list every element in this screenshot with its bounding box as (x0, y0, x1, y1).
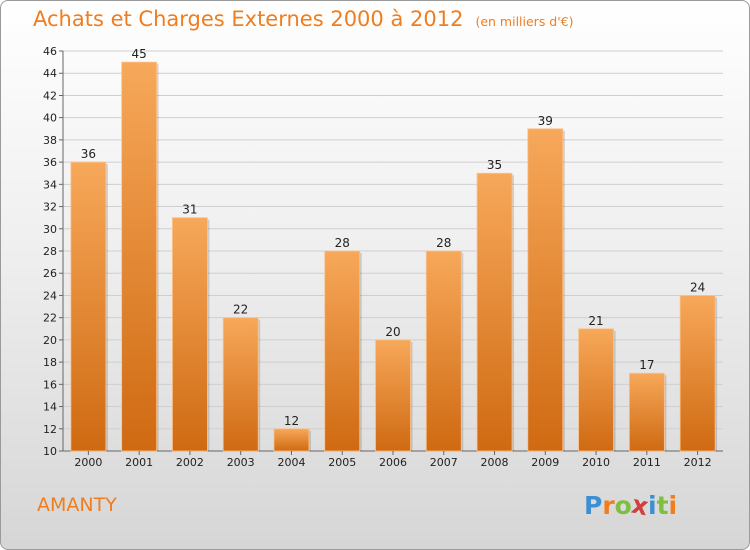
bar-value-label: 39 (538, 114, 553, 128)
bar (375, 339, 411, 452)
y-tick-label: 28 (43, 245, 57, 258)
y-tick-label: 12 (43, 423, 57, 436)
y-tick-label: 10 (43, 445, 57, 458)
y-tick-label: 36 (43, 156, 57, 169)
logo-letter: i (668, 491, 678, 520)
y-tick-label: 38 (43, 134, 57, 147)
y-tick-label: 26 (43, 267, 57, 280)
bar (172, 217, 208, 452)
bar-value-label: 28 (335, 236, 350, 250)
bar (273, 428, 310, 452)
bar (121, 61, 158, 452)
bar-value-label: 31 (182, 203, 197, 217)
y-tick-label: 40 (43, 112, 57, 125)
bar-value-label: 12 (284, 414, 299, 428)
y-tick-label: 20 (43, 334, 57, 347)
bar (476, 172, 513, 452)
x-tick-label: 2011 (633, 456, 661, 469)
logo-letter: P (584, 491, 603, 520)
bar-value-label: 21 (588, 314, 603, 328)
bar (628, 372, 665, 452)
y-tick-label: 22 (43, 312, 57, 325)
bar-value-label: 24 (690, 280, 705, 294)
x-tick-label: 2004 (277, 456, 305, 469)
y-tick-label: 34 (43, 178, 57, 191)
proxiti-logo: Proxiti (584, 490, 678, 522)
x-tick-label: 2008 (481, 456, 509, 469)
y-tick-label: 42 (43, 89, 57, 102)
x-tick-label: 2003 (227, 456, 255, 469)
x-tick-label: 2007 (430, 456, 458, 469)
x-tick-label: 2000 (74, 456, 102, 469)
bar-value-label: 20 (385, 325, 400, 339)
logo-letter: o (614, 491, 632, 520)
y-tick-label: 44 (43, 67, 57, 80)
bar (324, 250, 361, 452)
bar (70, 161, 107, 452)
bar (578, 328, 614, 452)
x-tick-label: 2012 (684, 456, 712, 469)
bar-value-label: 45 (132, 47, 147, 61)
chart-subtitle: (en milliers d'€) (475, 14, 574, 29)
y-tick-label: 24 (43, 289, 57, 302)
y-tick-label: 46 (43, 45, 57, 58)
x-tick-label: 2010 (582, 456, 610, 469)
x-tick-label: 2006 (379, 456, 407, 469)
bar-value-label: 17 (639, 358, 654, 372)
logo-letter: t (656, 491, 669, 520)
x-tick-label: 2005 (328, 456, 356, 469)
bar (679, 295, 716, 452)
y-tick-label: 14 (43, 401, 57, 414)
y-tick-label: 30 (43, 223, 57, 236)
chart-title: Achats et Charges Externes 2000 à 2012 (e… (33, 7, 574, 31)
x-tick-label: 2001 (125, 456, 153, 469)
x-tick-label: 2002 (176, 456, 204, 469)
y-tick-label: 16 (43, 378, 57, 391)
logo-letter: r (602, 491, 615, 520)
y-tick-label: 32 (43, 201, 57, 214)
x-tick-label: 2009 (531, 456, 559, 469)
bar (527, 128, 564, 452)
bar-value-label: 22 (233, 303, 248, 317)
bar (222, 317, 259, 452)
bar (425, 250, 462, 452)
logo-letter: i (648, 491, 657, 520)
place-name: AMANTY (37, 494, 117, 516)
bar-value-label: 28 (436, 236, 451, 250)
y-tick-label: 18 (43, 356, 57, 369)
chart-title-text: Achats et Charges Externes 2000 à 2012 (33, 7, 464, 31)
bar-value-label: 35 (487, 158, 502, 172)
bar-value-label: 36 (81, 147, 96, 161)
